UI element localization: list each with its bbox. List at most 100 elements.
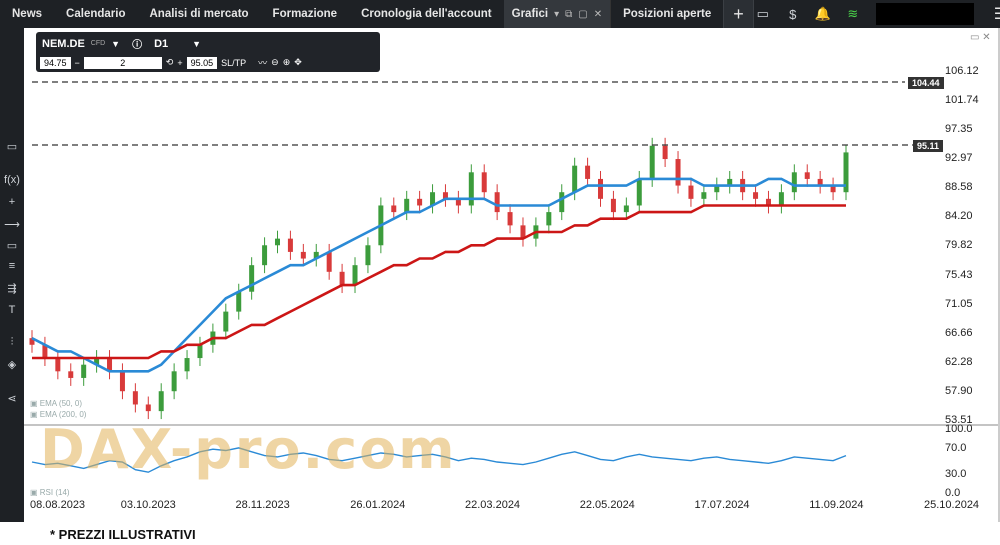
symbol-label[interactable]: NEM.DE	[42, 37, 85, 50]
popout-icon[interactable]: ⧉	[565, 8, 573, 20]
candle-body	[145, 404, 151, 412]
indicator-line	[31, 447, 847, 473]
decrease-quantity-button[interactable]: −	[74, 57, 80, 68]
add-tab-button[interactable]: +	[723, 0, 754, 28]
candle-body	[391, 205, 397, 213]
candle-body	[598, 178, 604, 199]
indicator-legend: ▣ EMA (50, 0)	[30, 399, 83, 408]
y-tick-label: 106.12	[945, 65, 979, 77]
window-controls[interactable]: ▭ ✕	[970, 32, 991, 43]
candle-body	[262, 245, 268, 266]
candle-body	[236, 291, 242, 312]
candle-body	[791, 172, 797, 193]
y-tick-label: 84.20	[945, 210, 973, 223]
watermark: DAX-pro.com	[40, 418, 457, 481]
layers-icon[interactable]: ◈	[7, 359, 17, 371]
indicators-icon[interactable]: ⫶	[10, 336, 14, 348]
candle-body	[274, 238, 280, 246]
price-level-tag[interactable]: 104.44	[908, 77, 944, 89]
y-tick-label: 62.28	[945, 355, 973, 368]
x-tick-label: 25.10.2024	[924, 499, 980, 511]
close-icon[interactable]: ✕	[593, 8, 603, 20]
tab-posizioni-aperte[interactable]: Posizioni aperte	[610, 0, 723, 28]
y-tick-label: 88.58	[945, 181, 973, 194]
x-tick-label: 26.01.2024	[350, 499, 406, 511]
candle-body	[119, 371, 125, 392]
candle-body	[223, 311, 229, 332]
candle-body	[430, 192, 436, 206]
candle-body	[843, 152, 849, 193]
ema-200-line	[32, 204, 846, 360]
menu-icon[interactable]: ☰	[994, 4, 1000, 24]
candle-body	[714, 185, 720, 193]
line-tool-icon[interactable]: ⟶	[4, 219, 20, 231]
candle-body	[287, 238, 293, 252]
increase-quantity-button[interactable]: +	[177, 57, 183, 68]
x-tick-label: 17.07.2024	[694, 499, 750, 511]
candle-body	[636, 178, 642, 206]
crosshair-icon[interactable]: +	[8, 196, 16, 208]
candle-body	[804, 172, 810, 179]
tab-cronologia-account[interactable]: Cronologia dell'account	[361, 8, 492, 20]
info-icon[interactable]: ⓘ	[132, 40, 143, 51]
line-chart-icon[interactable]: 〰	[258, 58, 268, 68]
bell-icon[interactable]: 🔔	[814, 6, 831, 21]
top-nav-bar: News Calendario Analisi di mercato Forma…	[0, 0, 1000, 28]
share-icon[interactable]: ⋖	[7, 393, 17, 405]
chevron-down-icon[interactable]: ▾	[554, 8, 560, 20]
account-info-box[interactable]	[875, 3, 974, 25]
candle-body	[778, 192, 784, 206]
chart-area[interactable]	[24, 28, 1000, 522]
candle-body	[184, 358, 190, 372]
candle-body	[365, 245, 371, 266]
candle-body	[649, 145, 655, 179]
candle-body	[249, 265, 255, 292]
candle-body	[171, 371, 177, 392]
y-tick-label: 97.35	[945, 123, 973, 136]
zoom-in-icon[interactable]: ⊕	[282, 57, 291, 67]
timeframe-dropdown-icon[interactable]: ▼	[192, 38, 202, 49]
cfd-badge: CFD	[90, 40, 106, 47]
sltp-button[interactable]: SL/TP	[221, 57, 247, 68]
rectangle-tool-icon[interactable]: ▭	[6, 240, 18, 252]
candle-body	[753, 192, 759, 199]
indicator-y-tick-label: 100.0	[945, 423, 973, 435]
move-icon[interactable]: ✥	[294, 57, 302, 67]
instrument-toolbar: NEM.DE CFD ▼ ⓘ D1 ▼ 94.75 − 2 ⟲ + 95.05 …	[36, 32, 380, 72]
text-tool-icon[interactable]: T	[8, 304, 16, 316]
y-tick-label: 71.05	[945, 297, 973, 310]
tab-analisi-di-mercato[interactable]: Analisi di mercato	[149, 8, 249, 20]
x-tick-label: 11.09.2024	[809, 499, 864, 511]
tab-news[interactable]: News	[12, 8, 43, 20]
candle-body	[727, 178, 733, 186]
candle-body	[546, 212, 552, 226]
currency-settings-icon[interactable]: $	[789, 6, 797, 22]
bid-price[interactable]: 94.75	[40, 56, 71, 69]
pitchfork-icon[interactable]: ⇶	[7, 283, 17, 295]
tab-grafici[interactable]: Grafici ▾ ⧉ ▢ ✕	[503, 0, 611, 28]
price-level-tag[interactable]: 95.11	[913, 140, 944, 152]
indicator-legend: ▣ EMA (200, 0)	[30, 410, 87, 419]
candle-body	[507, 212, 513, 226]
candle-body	[132, 391, 138, 405]
zoom-out-icon[interactable]: ⊖	[271, 57, 279, 67]
tab-calendario[interactable]: Calendario	[66, 8, 126, 20]
x-tick-label: 28.11.2023	[235, 499, 290, 511]
tab-formazione[interactable]: Formazione	[272, 8, 338, 20]
ask-price[interactable]: 95.05	[186, 56, 218, 69]
x-tick-label: 08.08.2023	[30, 499, 86, 511]
timeframe-select[interactable]: D1	[154, 37, 169, 50]
quantity-input[interactable]: 2	[83, 56, 162, 69]
refresh-icon[interactable]: ⟲	[165, 57, 174, 67]
fibonacci-icon[interactable]: ≡	[8, 260, 16, 272]
screen-icon[interactable]: ▭	[6, 141, 18, 153]
candle-body	[830, 185, 836, 193]
split-icon[interactable]: ▢	[578, 8, 588, 20]
symbol-dropdown-icon[interactable]: ▼	[111, 38, 121, 49]
layout-icon[interactable]: ▭	[756, 6, 769, 21]
y-tick-label: 79.82	[945, 239, 973, 252]
candle-body	[572, 165, 578, 193]
function-icon[interactable]: f(x)	[4, 174, 20, 186]
candle-body	[107, 358, 113, 372]
